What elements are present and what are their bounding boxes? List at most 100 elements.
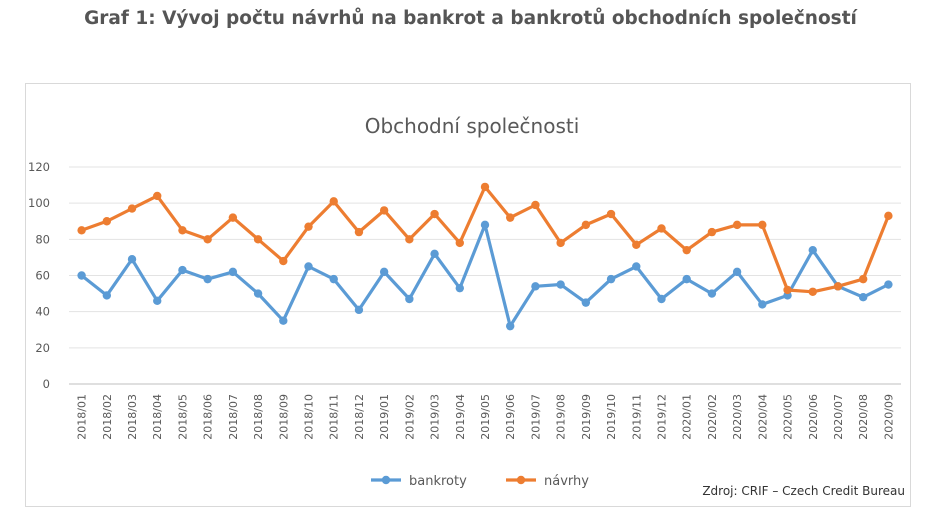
- x-tick-label: 2019/09: [580, 394, 593, 440]
- y-tick-label: 0: [43, 377, 50, 391]
- x-tick-label: 2019/02: [403, 394, 416, 440]
- x-tick-label: 2019/03: [429, 394, 442, 440]
- data-point-0: [279, 316, 288, 325]
- data-point-0: [127, 255, 137, 264]
- x-tick-label: 2019/10: [605, 394, 618, 440]
- source-note: Zdroj: CRIF – Czech Credit Bureau: [702, 484, 905, 498]
- y-tick-label: 120: [28, 160, 50, 174]
- data-point-0: [480, 220, 490, 230]
- x-tick-label: 2019/01: [378, 394, 391, 440]
- data-point-0: [506, 321, 515, 331]
- x-tick-label: 2019/07: [529, 394, 542, 440]
- x-tick-label: 2019/11: [630, 394, 643, 440]
- data-point-1: [279, 256, 288, 266]
- data-point-0: [884, 280, 893, 289]
- data-point-0: [808, 245, 817, 255]
- x-tick-label: 2020/07: [832, 394, 845, 440]
- data-point-1: [808, 287, 817, 296]
- line-chart: Obchodní společnosti 0 20 40 60 80 100 120 2018/…: [28, 114, 901, 489]
- x-tick-label: 2020/05: [782, 394, 795, 440]
- x-tick-label: 2018/09: [277, 394, 290, 440]
- data-point-1: [884, 211, 893, 221]
- y-tick-label: 60: [35, 269, 50, 283]
- data-point-1: [657, 224, 666, 233]
- data-point-0: [178, 265, 187, 275]
- data-point-1: [707, 227, 717, 237]
- data-point-0: [203, 274, 212, 284]
- page-title: Graf 1: Vývoj počtu návrhů na bankrot a …: [84, 8, 857, 29]
- data-point-1: [203, 235, 212, 244]
- data-point-0: [77, 271, 86, 280]
- data-point-1: [783, 285, 792, 295]
- x-tick-label: 2020/02: [706, 394, 719, 440]
- data-point-0: [455, 283, 464, 293]
- data-point-0: [581, 298, 591, 307]
- x-tick-label: 2018/05: [176, 394, 189, 440]
- data-point-0: [606, 274, 616, 284]
- data-point-0: [379, 267, 389, 277]
- x-tick-label: 2020/01: [681, 394, 694, 440]
- data-point-1: [253, 235, 263, 244]
- data-point-1: [556, 238, 565, 248]
- y-tick-label: 40: [35, 305, 50, 319]
- x-tick-label: 2018/11: [328, 394, 341, 440]
- legend-label: návrhy: [544, 474, 589, 489]
- data-point-1: [405, 235, 414, 244]
- data-point-1: [77, 226, 86, 235]
- y-tick-label: 80: [35, 232, 50, 246]
- data-point-0: [682, 274, 691, 284]
- data-point-0: [253, 289, 263, 298]
- data-point-1: [430, 209, 439, 219]
- y-tick-label: 100: [28, 196, 50, 210]
- y-tick-label: 20: [35, 341, 50, 355]
- x-tick-label: 2018/04: [151, 394, 164, 440]
- data-point-0: [354, 305, 364, 315]
- data-point-1: [480, 182, 490, 192]
- data-point-1: [178, 226, 187, 235]
- data-point-1: [632, 240, 641, 249]
- x-tick-label: 2020/06: [807, 394, 820, 440]
- x-tick-label: 2020/03: [731, 394, 744, 440]
- x-tick-label: 2020/04: [756, 394, 769, 440]
- data-point-1: [606, 209, 616, 219]
- x-tick-label: 2019/12: [655, 394, 668, 440]
- data-point-1: [127, 204, 137, 213]
- data-point-1: [506, 213, 515, 222]
- x-tick-label: 2018/03: [126, 394, 139, 440]
- data-point-1: [682, 245, 691, 255]
- x-tick-label: 2018/06: [202, 394, 215, 440]
- data-point-0: [430, 249, 439, 258]
- data-point-1: [228, 213, 238, 222]
- data-point-0: [732, 267, 742, 277]
- x-tick-label: 2020/08: [857, 394, 870, 440]
- chart-title: Obchodní společnosti: [365, 114, 580, 138]
- data-point-0: [556, 280, 565, 289]
- data-point-1: [858, 274, 868, 284]
- data-point-0: [707, 289, 717, 298]
- data-point-0: [758, 300, 767, 309]
- x-tick-label: 2018/07: [227, 394, 240, 440]
- data-point-1: [455, 238, 464, 248]
- data-point-1: [758, 220, 767, 230]
- data-point-1: [531, 200, 540, 210]
- data-point-1: [304, 222, 313, 231]
- data-point-1: [102, 217, 112, 226]
- data-point-1: [354, 227, 364, 237]
- legend-marker: [516, 475, 526, 485]
- legend-marker: [381, 475, 391, 485]
- data-point-0: [228, 267, 238, 277]
- data-point-0: [858, 293, 868, 302]
- data-point-1: [379, 206, 389, 215]
- data-point-0: [153, 296, 162, 306]
- x-tick-label: 2019/08: [555, 394, 568, 440]
- data-point-1: [833, 282, 843, 291]
- data-point-0: [632, 262, 641, 271]
- data-point-0: [102, 291, 112, 300]
- x-tick-label: 2019/04: [454, 394, 467, 440]
- data-point-1: [329, 197, 338, 206]
- x-tick-label: 2019/06: [504, 394, 517, 440]
- data-point-0: [329, 274, 338, 284]
- data-point-1: [732, 220, 742, 230]
- chart-frame: Obchodní společnosti 0 20 40 60 80 100 120 2018/…: [25, 83, 911, 507]
- x-tick-label: 2020/09: [882, 394, 895, 440]
